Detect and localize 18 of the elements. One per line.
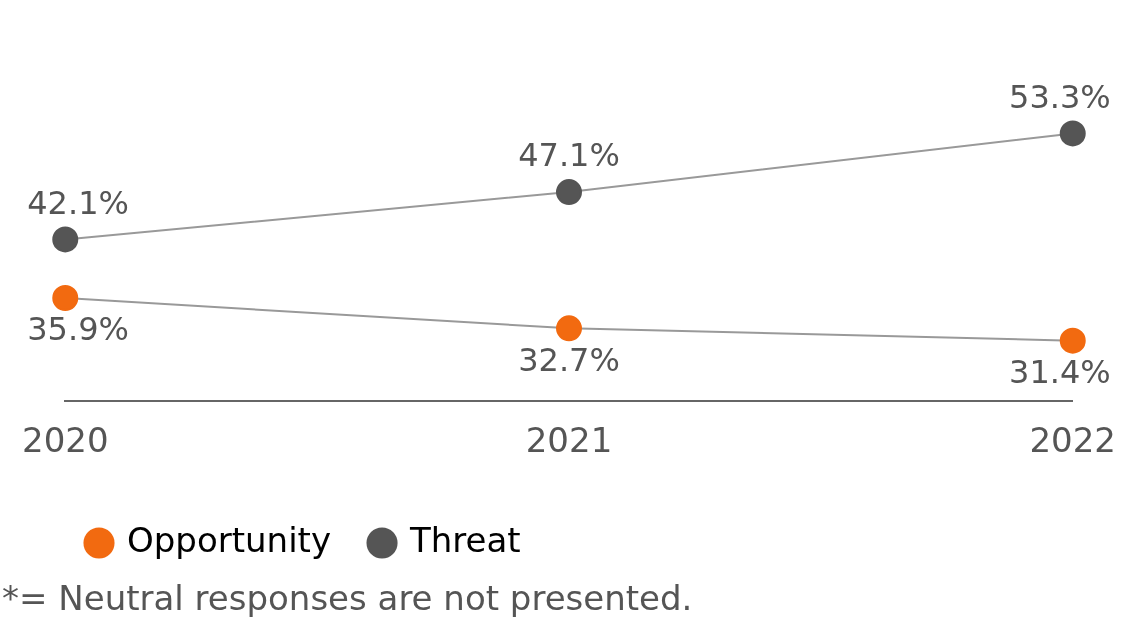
data-label: 35.9% (27, 310, 129, 349)
x-tick-label: 2022 (1029, 420, 1116, 461)
data-label: 53.3% (1009, 77, 1111, 116)
x-tick-label: 2021 (525, 420, 613, 461)
data-label: 32.7% (518, 340, 620, 379)
data-label: 31.4% (1009, 352, 1111, 391)
point (52, 226, 79, 253)
legend-label: Threat (409, 519, 521, 560)
point (1059, 120, 1086, 147)
point (556, 179, 582, 206)
data-label: 42.1% (27, 183, 129, 222)
data-label: 47.1% (518, 136, 620, 175)
legend-label: Opportunity (127, 519, 332, 560)
point (52, 285, 79, 312)
text: *= Neutral responses are not presented. (2, 578, 693, 618)
x-tick-label: 2020 (22, 420, 109, 461)
point (1059, 327, 1086, 354)
point (556, 315, 582, 342)
